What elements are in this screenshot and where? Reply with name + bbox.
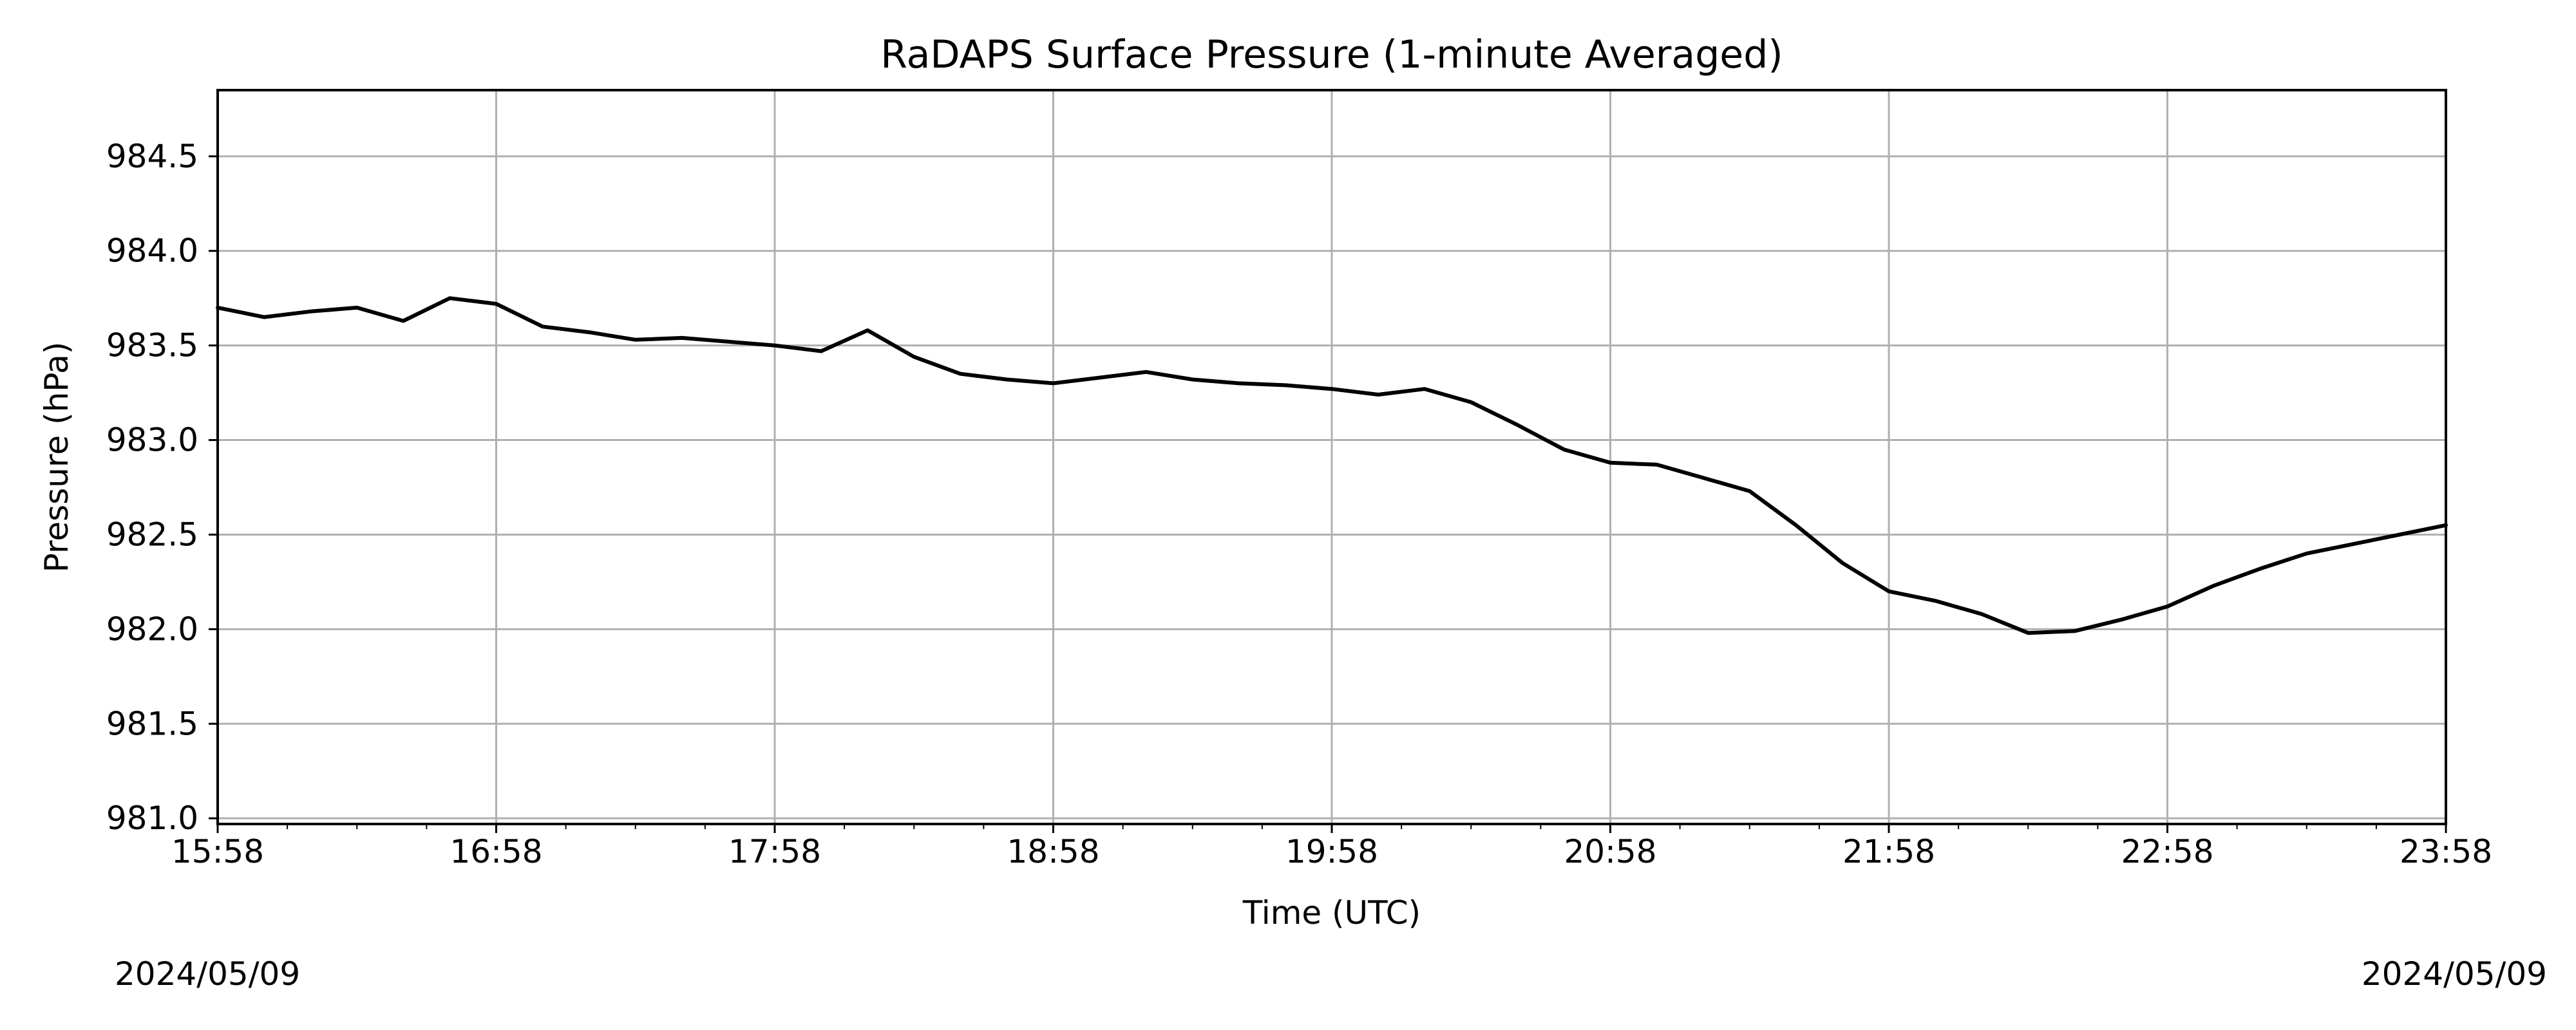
x-tick-label: 18:58 (1007, 833, 1099, 870)
x-tick-label: 23:58 (2400, 833, 2492, 870)
y-axis-label: Pressure (hPa) (38, 342, 75, 573)
x-tick-label: 19:58 (1285, 833, 1378, 870)
x-tick-label: 17:58 (728, 833, 821, 870)
x-tick-label: 22:58 (2121, 833, 2213, 870)
chart-title: RaDAPS Surface Pressure (1-minute Averag… (880, 32, 1783, 77)
y-tick-label: 981.0 (106, 800, 198, 837)
end-date-label: 2024/05/09 (2362, 955, 2547, 993)
x-tick-label: 16:58 (450, 833, 542, 870)
y-tick-label: 981.5 (106, 705, 198, 742)
y-tick-label: 983.0 (106, 422, 198, 459)
x-tick-label: 15:58 (171, 833, 264, 870)
y-tick-label: 982.0 (106, 610, 198, 648)
y-tick-label: 982.5 (106, 516, 198, 553)
x-tick-label: 21:58 (1842, 833, 1935, 870)
plot-frame (216, 89, 2447, 825)
y-tick-label: 983.5 (106, 327, 198, 364)
x-tick-label: 20:58 (1564, 833, 1656, 870)
y-tick-label: 984.0 (106, 232, 198, 270)
y-tick-label: 984.5 (106, 138, 198, 175)
pressure-series-line (216, 296, 2448, 635)
x-axis-label: Time (UTC) (1242, 894, 1421, 932)
start-date-label: 2024/05/09 (115, 955, 300, 993)
